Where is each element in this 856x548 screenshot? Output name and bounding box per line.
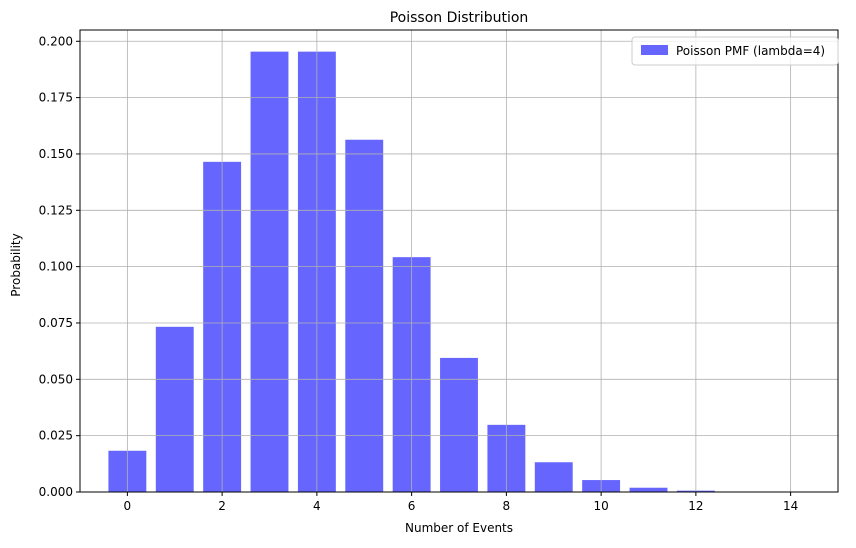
x-axis-label: Number of Events <box>405 521 513 535</box>
legend-entry: Poisson PMF (lambda=4) <box>676 44 825 58</box>
x-tick-label-10: 10 <box>593 499 608 513</box>
x-tick-label-0: 0 <box>124 499 132 513</box>
bar-11 <box>630 488 668 492</box>
chart-title: Poisson Distribution <box>390 10 529 26</box>
legend-swatch <box>641 45 668 55</box>
bar-1 <box>156 327 194 492</box>
bar-7 <box>440 358 478 492</box>
x-tick-label-8: 8 <box>503 499 511 513</box>
bar-5 <box>345 140 383 492</box>
bars <box>108 52 809 492</box>
y-tick-label-6: 0.150 <box>39 147 73 161</box>
y-tick-label-5: 0.125 <box>39 203 73 217</box>
x-tick-label-4: 4 <box>313 499 321 513</box>
y-tick-label-0: 0.000 <box>39 485 73 499</box>
y-tick-label-3: 0.075 <box>39 316 73 330</box>
y-tick-label-7: 0.175 <box>39 91 73 105</box>
x-tick-label-6: 6 <box>408 499 416 513</box>
x-ticks: 0 2 4 6 8 10 12 14 <box>124 492 799 513</box>
y-tick-label-1: 0.025 <box>39 429 73 443</box>
x-tick-label-12: 12 <box>688 499 703 513</box>
x-tick-label-14: 14 <box>783 499 798 513</box>
y-tick-label-2: 0.050 <box>39 372 73 386</box>
y-tick-label-4: 0.100 <box>39 260 73 274</box>
y-tick-label-8: 0.200 <box>39 34 73 48</box>
bar-3 <box>251 52 289 492</box>
legend: Poisson PMF (lambda=4) <box>632 37 838 65</box>
bar-9 <box>535 462 573 492</box>
y-ticks: 0.000 0.025 0.050 0.075 0.100 0.125 0.150 0.175… <box>39 34 80 499</box>
x-tick-label-2: 2 <box>218 499 226 513</box>
y-axis-label: Probability <box>9 233 23 296</box>
